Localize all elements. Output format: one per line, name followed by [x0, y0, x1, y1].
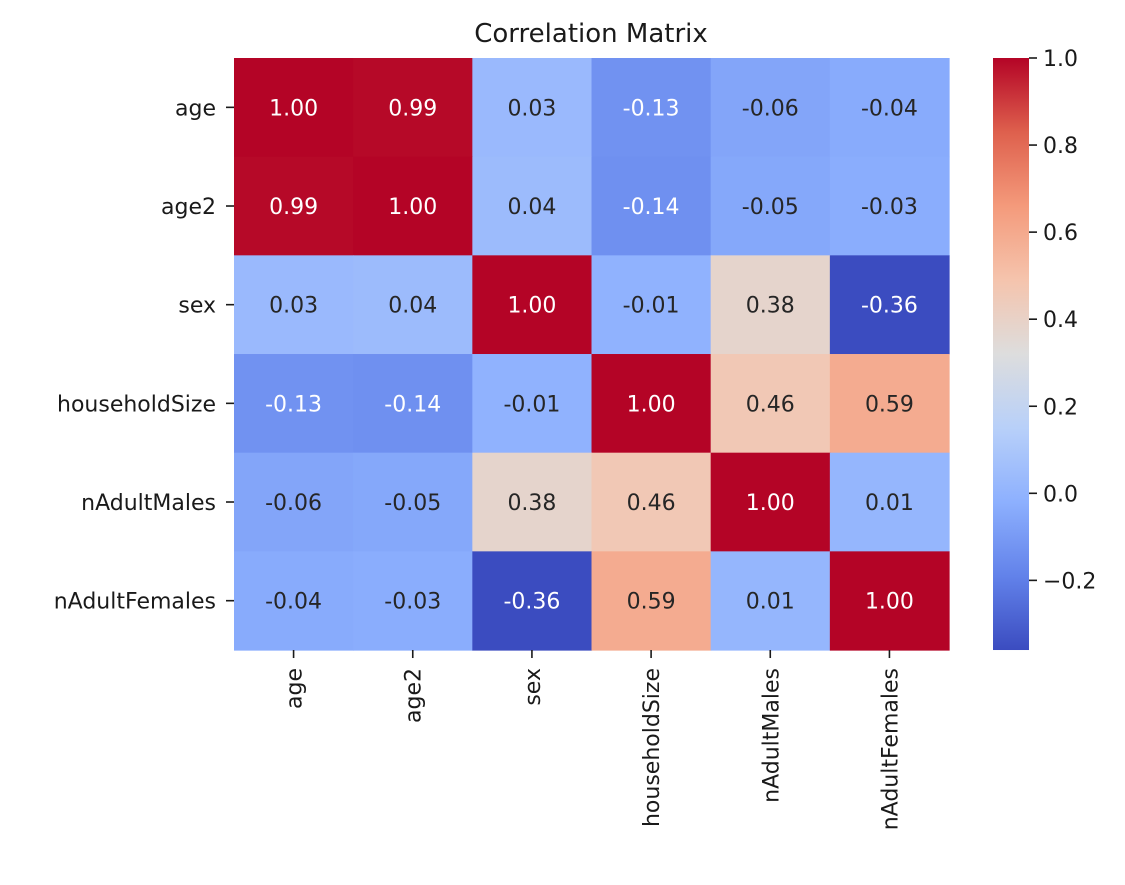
y-tick-label-5: nAdultFemales: [54, 590, 216, 615]
cell-value-label-1-2: 0.04: [507, 195, 556, 220]
cell-value-label-2-1: 0.04: [388, 294, 437, 319]
heatmap-cell-5-1: [353, 551, 473, 651]
cell-value-label-4-1: -0.05: [384, 491, 441, 516]
heatmap-cell-0-3: [591, 58, 712, 158]
cell-value-label-5-2: -0.36: [503, 590, 560, 615]
cell-value-label-1-4: -0.05: [742, 195, 799, 220]
colorbar-tick-label-6: 1.0: [1043, 47, 1078, 72]
cell-value-label-3-4: 0.46: [746, 392, 795, 417]
y-axis: age age2 sex householdSize nAdultMales nAdult…: [54, 96, 234, 615]
colorbar-tick-label-4: 0.6: [1043, 221, 1078, 246]
heatmap-cell-2-2: [472, 255, 593, 355]
heatmap-cell-0-4: [710, 58, 831, 158]
colorbar-tick-label-1: 0.0: [1043, 482, 1078, 507]
heatmap-cell-0-1: [353, 58, 473, 158]
x-tick-label-0: age: [283, 668, 308, 709]
cell-value-label-1-3: -0.14: [623, 195, 680, 220]
x-tick-label-2: sex: [521, 668, 546, 706]
cell-value-label-1-0: 0.99: [269, 195, 318, 220]
heatmap-cell-1-2: [472, 156, 593, 256]
heatmap-cell-0-5: [829, 58, 950, 158]
y-tick-label-0: age: [175, 96, 216, 121]
cell-value-label-0-0: 1.00: [269, 96, 318, 121]
cell-value-label-2-0: 0.03: [269, 294, 318, 319]
heatmap-cell-3-5: [829, 354, 950, 454]
heatmap-cell-2-3: [591, 255, 712, 355]
heatmap-cell-3-3: [591, 354, 712, 454]
cell-value-label-0-3: -0.13: [623, 96, 680, 121]
heatmap-cell-4-5: [829, 452, 950, 552]
x-axis: age age2 sex householdSize nAdultMales nAdult…: [283, 650, 903, 830]
heatmap-cell-2-5: [829, 255, 950, 355]
heatmap-cell-3-4: [710, 354, 831, 454]
cell-value-label-3-5: 0.59: [865, 392, 914, 417]
y-tick-label-2: sex: [178, 294, 216, 319]
colorbar-tick-label-2: 0.2: [1043, 395, 1078, 420]
heatmap-cell-5-0: [234, 551, 354, 651]
heatmap-cell-2-4: [710, 255, 831, 355]
colorbar-tick-label-5: 0.8: [1043, 134, 1078, 159]
x-tick-label-5: nAdultFemales: [878, 668, 903, 830]
heatmap-cell-5-2: [472, 551, 593, 651]
x-tick-label-1: age2: [402, 668, 427, 723]
chart-title: Correlation Matrix: [474, 19, 708, 49]
cell-value-label-4-0: -0.06: [265, 491, 322, 516]
heatmap-cell-3-1: [353, 354, 473, 454]
cell-value-label-1-5: -0.03: [861, 195, 918, 220]
cell-value-label-5-3: 0.59: [627, 590, 676, 615]
cell-value-label-2-2: 1.00: [507, 294, 556, 319]
y-tick-label-3: householdSize: [57, 392, 216, 417]
cell-value-label-4-5: 0.01: [865, 491, 914, 516]
cell-value-label-3-1: -0.14: [384, 392, 441, 417]
heatmap-cell-2-0: [234, 255, 354, 355]
cell-value-label-4-4: 1.00: [746, 491, 795, 516]
heatmap-cell-5-3: [591, 551, 712, 651]
cell-value-label-5-4: 0.01: [746, 590, 795, 615]
heatmap-cell-1-0: [234, 156, 354, 256]
heatmap-cell-0-0: [234, 58, 354, 158]
colorbar-gradient: [993, 58, 1029, 651]
cell-value-label-3-0: -0.13: [265, 392, 322, 417]
colorbar-tick-label-3: 0.4: [1043, 308, 1078, 333]
x-tick-label-4: nAdultMales: [759, 668, 784, 803]
colorbar-tick-label-0: −0.2: [1043, 569, 1096, 594]
cell-value-label-2-3: -0.01: [623, 294, 680, 319]
y-tick-label-4: nAdultMales: [81, 491, 216, 516]
y-tick-label-1: age2: [161, 195, 216, 220]
cell-value-label-2-5: -0.36: [861, 294, 918, 319]
heatmap-cell-1-5: [829, 156, 950, 256]
x-tick-label-3: householdSize: [640, 668, 665, 827]
cell-value-label-1-1: 1.00: [388, 195, 437, 220]
heatmap-cell-3-0: [234, 354, 354, 454]
cell-value-label-0-5: -0.04: [861, 96, 918, 121]
heatmap-cell-4-0: [234, 452, 354, 552]
heatmap-cell-4-3: [591, 452, 712, 552]
cell-value-label-5-1: -0.03: [384, 590, 441, 615]
heatmap-cell-1-4: [710, 156, 831, 256]
heatmap-cells: 1.00 0.99 0.03 -0.13 -0.06 -0.04 0.99 1.00 0.04 -…: [234, 58, 950, 651]
heatmap-cell-3-2: [472, 354, 593, 454]
cell-value-label-3-2: -0.01: [503, 392, 560, 417]
heatmap-cell-4-4: [710, 452, 831, 552]
colorbar: −0.2 0.0 0.2 0.4 0.6 0.8 1.0: [993, 47, 1096, 651]
heatmap-cell-5-4: [710, 551, 831, 651]
cell-value-label-0-4: -0.06: [742, 96, 799, 121]
cell-value-label-4-2: 0.38: [507, 491, 556, 516]
heatmap-cell-1-1: [353, 156, 473, 256]
cell-value-label-3-3: 1.00: [627, 392, 676, 417]
heatmap-cell-2-1: [353, 255, 473, 355]
heatmap-cell-5-5: [829, 551, 950, 651]
cell-value-label-2-4: 0.38: [746, 294, 795, 319]
heatmap-cell-4-1: [353, 452, 473, 552]
cell-value-label-5-0: -0.04: [265, 590, 322, 615]
heatmap-cell-1-3: [591, 156, 712, 256]
cell-value-label-0-1: 0.99: [388, 96, 437, 121]
cell-value-label-0-2: 0.03: [507, 96, 556, 121]
cell-value-label-4-3: 0.46: [627, 491, 676, 516]
heatmap-cell-4-2: [472, 452, 593, 552]
heatmap-cell-0-2: [472, 58, 593, 158]
cell-value-label-5-5: 1.00: [865, 590, 914, 615]
